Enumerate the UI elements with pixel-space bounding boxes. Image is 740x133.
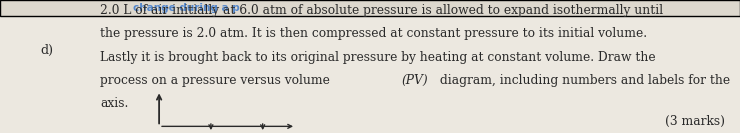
Text: d): d) [41, 44, 54, 57]
Text: change during a p: change during a p [133, 3, 240, 13]
Text: 2.0 L of air initially at 6.0 atm of absolute pressure is allowed to expand isot: 2.0 L of air initially at 6.0 atm of abs… [100, 4, 663, 17]
Text: diagram, including numbers and labels for the: diagram, including numbers and labels fo… [436, 74, 730, 87]
Text: (PV): (PV) [402, 74, 428, 87]
Text: (3 marks): (3 marks) [665, 115, 725, 128]
Text: process on a pressure versus volume: process on a pressure versus volume [100, 74, 334, 87]
Text: axis.: axis. [100, 97, 128, 110]
Text: the pressure is 2.0 atm. It is then compressed at constant pressure to its initi: the pressure is 2.0 atm. It is then comp… [100, 27, 647, 40]
Text: Lastly it is brought back to its original pressure by heating at constant volume: Lastly it is brought back to its origina… [100, 51, 656, 64]
FancyBboxPatch shape [0, 0, 740, 16]
